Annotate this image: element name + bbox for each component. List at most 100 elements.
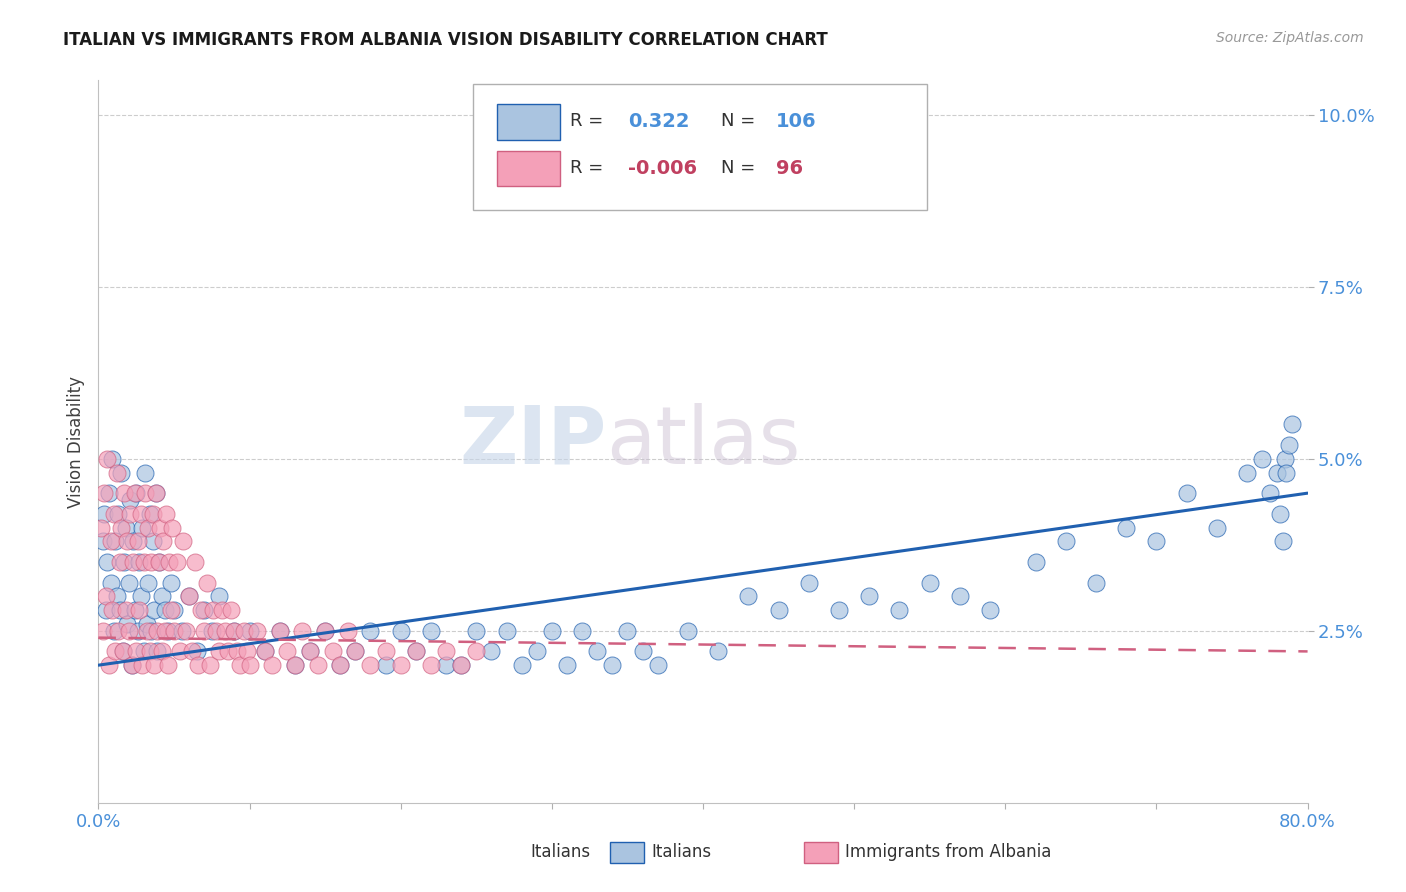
Point	[217, 644, 239, 658]
Point	[224, 624, 246, 638]
Point	[405, 644, 427, 658]
Point	[131, 658, 153, 673]
Point	[239, 658, 262, 673]
Point	[239, 624, 262, 638]
Point	[329, 658, 352, 673]
Point	[1115, 520, 1137, 534]
Point	[110, 466, 132, 480]
Point	[221, 603, 243, 617]
Point	[104, 644, 127, 658]
Point	[193, 624, 215, 638]
Point	[160, 603, 183, 617]
Point	[1175, 486, 1198, 500]
Point	[105, 590, 128, 604]
Point	[112, 486, 135, 500]
Point	[145, 486, 167, 500]
Point	[145, 486, 167, 500]
Point	[707, 644, 730, 658]
Point	[1144, 534, 1167, 549]
Point	[150, 644, 173, 658]
Point	[202, 603, 225, 617]
Point	[108, 555, 131, 569]
Point	[122, 534, 145, 549]
Point	[148, 555, 170, 569]
Text: R =: R =	[569, 112, 603, 130]
Point	[555, 658, 578, 673]
Point	[101, 603, 124, 617]
Point	[146, 644, 169, 658]
Point	[647, 658, 669, 673]
Point	[169, 644, 191, 658]
Point	[571, 624, 593, 638]
Point	[93, 486, 115, 500]
Point	[128, 555, 150, 569]
Point	[246, 624, 269, 638]
Point	[118, 575, 141, 590]
Point	[115, 534, 138, 549]
Point	[153, 624, 176, 638]
Point	[159, 555, 181, 569]
Point	[94, 603, 117, 617]
Text: -0.006: -0.006	[628, 159, 697, 178]
Point	[94, 590, 117, 604]
Point	[299, 644, 322, 658]
Point	[172, 534, 194, 549]
Point	[586, 644, 609, 658]
Point	[389, 624, 412, 638]
Point	[797, 575, 820, 590]
Point	[98, 658, 121, 673]
Point	[103, 624, 125, 638]
Point	[602, 658, 624, 673]
FancyBboxPatch shape	[498, 151, 561, 186]
Point	[226, 644, 249, 658]
Point	[112, 555, 135, 569]
Point	[276, 644, 298, 658]
Point	[179, 590, 201, 604]
Point	[434, 658, 457, 673]
Point	[949, 590, 972, 604]
Point	[1024, 555, 1046, 569]
Point	[450, 658, 472, 673]
Point	[134, 466, 156, 480]
Point	[131, 520, 153, 534]
Point	[1275, 466, 1298, 480]
Point	[1258, 486, 1281, 500]
Point	[1054, 534, 1077, 549]
Point	[125, 644, 148, 658]
Point	[224, 624, 246, 638]
Text: Italians: Italians	[530, 843, 591, 861]
Text: ZIP: ZIP	[458, 402, 606, 481]
Point	[495, 624, 517, 638]
Point	[103, 507, 125, 521]
Point	[124, 603, 146, 617]
Point	[858, 590, 880, 604]
Point	[269, 624, 291, 638]
Point	[114, 603, 136, 617]
Point	[107, 507, 129, 521]
Point	[105, 466, 128, 480]
Y-axis label: Vision Disability: Vision Disability	[66, 376, 84, 508]
Text: Italians: Italians	[651, 843, 711, 861]
Point	[141, 624, 163, 638]
Text: 96: 96	[776, 159, 803, 178]
Point	[208, 644, 231, 658]
Point	[322, 644, 344, 658]
Point	[232, 624, 254, 638]
FancyBboxPatch shape	[474, 84, 927, 211]
Text: N =: N =	[721, 112, 755, 130]
Point	[124, 486, 146, 500]
Text: ITALIAN VS IMMIGRANTS FROM ALBANIA VISION DISABILITY CORRELATION CHART: ITALIAN VS IMMIGRANTS FROM ALBANIA VISIO…	[63, 31, 828, 49]
Point	[284, 658, 307, 673]
Text: 0.322: 0.322	[628, 112, 689, 131]
Text: 106: 106	[776, 112, 815, 131]
Point	[122, 555, 145, 569]
Point	[156, 658, 179, 673]
Point	[314, 624, 336, 638]
Point	[152, 534, 174, 549]
Text: R =: R =	[569, 160, 603, 178]
Point	[134, 486, 156, 500]
Point	[291, 624, 314, 638]
Point	[420, 624, 443, 638]
Point	[979, 603, 1001, 617]
Point	[160, 575, 183, 590]
